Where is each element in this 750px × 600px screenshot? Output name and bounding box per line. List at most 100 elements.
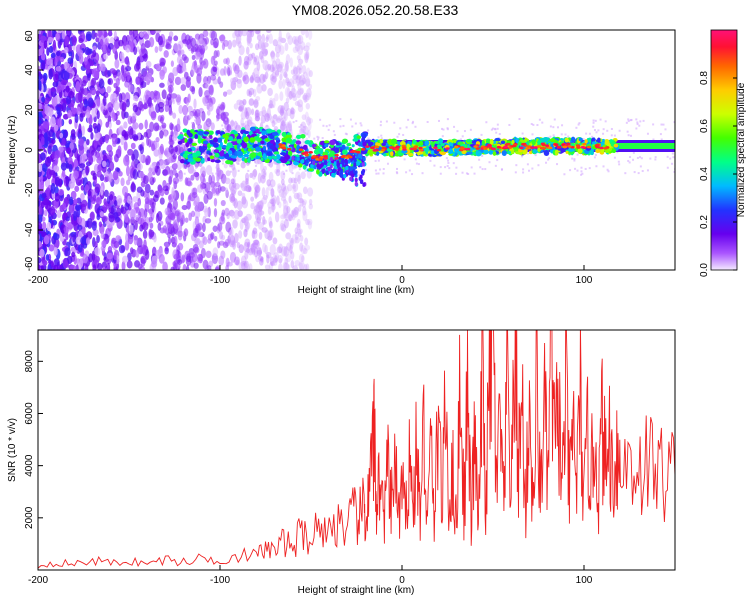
heatmap-hotspot: [566, 142, 571, 146]
heatmap-hotspot: [372, 149, 377, 152]
heatmap-hotspot: [334, 153, 339, 157]
heatmap-cell: [348, 141, 351, 144]
heatmap-cell: [233, 209, 240, 220]
heatmap-cell: [235, 156, 240, 165]
heatmap-cell: [279, 91, 284, 102]
heatmap-cell: [290, 260, 295, 269]
heatmap-cell: [61, 30, 66, 40]
heatmap-cell: [305, 218, 310, 226]
heatmap-cell: [230, 128, 233, 131]
heatmap-cell: [247, 248, 254, 256]
heatmap-cell: [382, 172, 385, 175]
heatmap-cell: [575, 126, 578, 129]
heatmap-cell: [263, 171, 266, 174]
heatmap-cell: [445, 157, 448, 160]
heatmap-cell: [132, 122, 139, 130]
heatmap-cell: [265, 36, 269, 43]
heatmap-cell: [673, 170, 675, 173]
heatmap-cell: [183, 160, 190, 164]
heatmap-cell: [154, 140, 160, 149]
heatmap-cell: [307, 168, 314, 172]
heatmap-cell: [60, 162, 68, 171]
heatmap-cell: [64, 46, 69, 54]
spectrogram-ylabel: Frequency (Hz): [7, 116, 18, 185]
heatmap-cell: [222, 128, 225, 131]
spectrogram-xtick-label: -200: [28, 275, 48, 286]
heatmap-cell: [192, 187, 198, 196]
heatmap-cell: [257, 76, 261, 87]
heatmap-cell: [361, 168, 366, 174]
heatmap-cell: [154, 46, 159, 53]
heatmap-cell: [184, 34, 191, 46]
heatmap-cell: [261, 42, 266, 50]
heatmap-cell: [267, 87, 273, 97]
heatmap-cell: [297, 34, 304, 45]
heatmap-cell: [194, 146, 197, 149]
heatmap-cell: [280, 105, 285, 114]
heatmap-cell: [202, 30, 209, 38]
heatmap-cell: [494, 137, 501, 142]
spectrogram-xtick-label: -100: [210, 275, 230, 286]
heatmap-cell: [241, 30, 248, 37]
heatmap-cell: [103, 53, 108, 60]
heatmap-cell: [303, 141, 306, 144]
heatmap-cell: [272, 257, 278, 266]
heatmap-cell: [580, 173, 583, 176]
heatmap-cell: [522, 168, 525, 171]
heatmap-cell: [96, 214, 101, 221]
heatmap-cell: [531, 167, 534, 170]
heatmap-cell: [248, 30, 252, 37]
heatmap-cell: [636, 156, 639, 159]
heatmap-cell: [481, 168, 484, 171]
heatmap-cell: [89, 211, 95, 221]
heatmap-cell: [300, 159, 304, 164]
heatmap-cell: [567, 148, 575, 152]
heatmap-cell: [234, 128, 237, 131]
heatmap-cell: [207, 238, 212, 244]
heatmap-cell: [99, 211, 104, 218]
page-title: YM08.2026.052.20.58.E33: [291, 2, 459, 18]
heatmap-cell: [267, 206, 272, 215]
heatmap-cell: [225, 170, 231, 177]
heatmap-cell: [191, 121, 194, 124]
heatmap-cell: [246, 247, 250, 254]
heatmap-cell: [77, 49, 84, 57]
spectrogram-xtick-label: 100: [576, 275, 593, 286]
heatmap-cell: [69, 264, 77, 270]
heatmap-cell: [265, 30, 272, 34]
heatmap-cell: [157, 35, 163, 46]
heatmap-cell: [237, 69, 243, 79]
heatmap-cell: [382, 168, 385, 171]
heatmap-cell: [179, 211, 185, 221]
heatmap-cell: [159, 130, 164, 139]
heatmap-hotspot: [348, 155, 353, 159]
heatmap-cell: [406, 143, 410, 148]
heatmap-cell: [266, 254, 270, 264]
heatmap-cell: [113, 199, 118, 207]
heatmap-cell: [172, 154, 177, 160]
heatmap-cell: [293, 165, 296, 168]
heatmap-cell: [181, 254, 186, 263]
heatmap-cell: [150, 260, 158, 268]
heatmap-cell: [321, 168, 325, 174]
heatmap-cell: [77, 224, 83, 231]
heatmap-cell: [172, 99, 176, 105]
heatmap-cell: [377, 136, 380, 139]
heatmap-cell: [424, 140, 430, 146]
heatmap-cell: [244, 238, 251, 248]
heatmap-cell: [143, 131, 148, 138]
heatmap-cell: [448, 148, 454, 155]
heatmap-cell: [140, 244, 147, 255]
heatmap-cell: [236, 79, 243, 89]
heatmap-cell: [73, 158, 79, 168]
heatmap-cell: [299, 74, 306, 86]
heatmap-cell: [329, 164, 333, 169]
heatmap-cell: [593, 129, 596, 132]
heatmap-cell: [241, 123, 244, 126]
heatmap-cell: [374, 169, 377, 172]
heatmap-cell: [285, 263, 291, 270]
heatmap-cell: [241, 198, 249, 209]
heatmap-cell: [288, 195, 292, 204]
heatmap-cell: [88, 253, 93, 263]
heatmap-cell: [168, 139, 175, 146]
